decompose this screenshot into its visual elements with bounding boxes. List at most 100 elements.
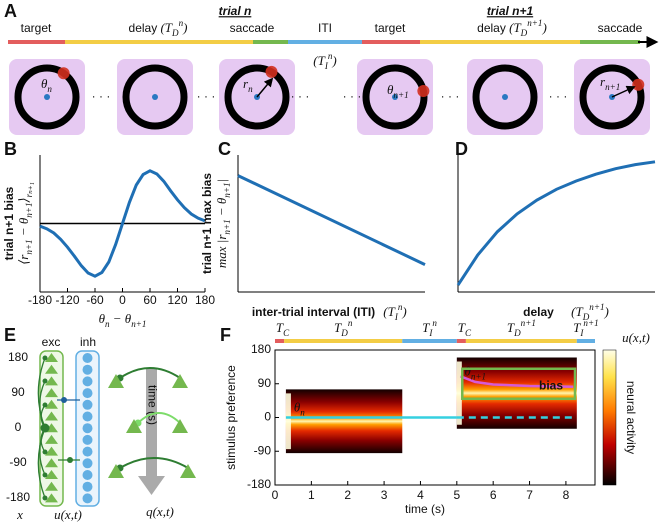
math-label: ⟨rn+1 − θn+1⟩rₙ₊₁ bbox=[16, 182, 34, 265]
x-tick-label: 7 bbox=[526, 488, 533, 502]
math-sup: n bbox=[179, 18, 184, 28]
center-dot bbox=[392, 94, 398, 100]
synapse bbox=[42, 495, 48, 501]
x-tick-label: 120 bbox=[167, 293, 187, 307]
math-sub: C bbox=[465, 328, 472, 338]
math-sup: n bbox=[432, 318, 437, 328]
synapse bbox=[40, 423, 50, 433]
time-label: time (s) bbox=[145, 385, 159, 425]
target-dot bbox=[632, 78, 645, 91]
neuron-tri bbox=[126, 419, 142, 433]
math-sub: n+1 bbox=[393, 90, 408, 100]
neuron-tri bbox=[108, 374, 124, 388]
math-base: θ bbox=[294, 399, 301, 414]
exc-connection bbox=[37, 427, 46, 499]
math-base: r bbox=[600, 74, 606, 89]
synapse bbox=[42, 449, 48, 455]
math-sub: I bbox=[324, 61, 329, 71]
bump-arc bbox=[119, 457, 189, 469]
exc-neuron bbox=[45, 470, 58, 479]
inh-neuron bbox=[82, 434, 93, 445]
exc-label: exc bbox=[42, 335, 61, 349]
math-base: (T bbox=[157, 20, 173, 35]
math-sup: n bbox=[348, 318, 353, 328]
math-sup: n+1 bbox=[527, 18, 542, 28]
timeline-segment bbox=[288, 40, 362, 44]
time-arrow-head bbox=[138, 476, 165, 495]
exc-neuron bbox=[45, 493, 58, 503]
math-base: − θ bbox=[16, 217, 31, 239]
inh-neuron bbox=[82, 376, 93, 387]
segment-label: ITI bbox=[318, 21, 332, 35]
timeline-segment bbox=[576, 339, 595, 343]
math-sub: n bbox=[248, 84, 253, 94]
segment-label: saccade bbox=[230, 21, 275, 35]
segment-math: (TDn+1) bbox=[506, 18, 547, 38]
inh-neuron bbox=[82, 481, 93, 492]
math-sub: n+1 bbox=[222, 219, 232, 234]
segment-name: delay bbox=[477, 21, 506, 35]
ellipsis: · · · bbox=[343, 89, 362, 103]
response-arrow bbox=[611, 85, 636, 98]
exc-neuron bbox=[45, 399, 58, 409]
synapse bbox=[61, 397, 67, 403]
colorbar-label: neural activity bbox=[624, 381, 638, 454]
ring bbox=[224, 64, 290, 130]
math-base: T bbox=[507, 320, 515, 335]
math-sub: n+1 bbox=[24, 202, 34, 217]
math-label: rn bbox=[243, 76, 253, 94]
math-sup: n+1 bbox=[521, 318, 536, 328]
segment-name: delay bbox=[129, 21, 158, 35]
math-base: T bbox=[276, 320, 284, 335]
math-base: ) bbox=[401, 304, 406, 319]
stimulus-flash bbox=[456, 361, 462, 425]
math-sub: rₙ₊₁ bbox=[24, 182, 34, 197]
ellipsis: · · · bbox=[549, 89, 568, 103]
synapse bbox=[67, 457, 73, 463]
math-sub: D bbox=[582, 312, 590, 322]
data-line bbox=[456, 160, 656, 286]
exc-neuron bbox=[45, 458, 58, 468]
panel-label: E bbox=[4, 325, 16, 345]
math-label: θn bbox=[294, 399, 305, 417]
x-tick-label: 8 bbox=[563, 488, 570, 502]
math-label: (TDn+1) bbox=[571, 302, 609, 322]
timeline-segment bbox=[8, 40, 65, 44]
math-base: T bbox=[458, 320, 466, 335]
theta-n1-curve bbox=[460, 375, 574, 389]
exc-neuron bbox=[45, 353, 58, 362]
math-base: ) bbox=[541, 20, 546, 35]
panel-label: A bbox=[4, 1, 17, 21]
x-label: delay bbox=[523, 305, 554, 319]
math-label: TIn+1 bbox=[573, 318, 599, 338]
y-tick-label: 0 bbox=[15, 420, 22, 434]
x-tick-label: -60 bbox=[86, 293, 104, 307]
math-base: ⟨r bbox=[16, 254, 31, 265]
ring bbox=[362, 64, 428, 130]
math-sub: n+1 bbox=[222, 182, 232, 197]
neuron-tri bbox=[108, 464, 124, 478]
y-tick-label: -90 bbox=[9, 455, 27, 469]
y-tick-label: -180 bbox=[6, 490, 30, 504]
data-line bbox=[39, 169, 206, 278]
math-sub: n+1 bbox=[131, 319, 146, 329]
center-dot bbox=[44, 94, 50, 100]
synapse bbox=[42, 402, 48, 408]
exc-neuron bbox=[45, 376, 58, 386]
math-label: (TIn) bbox=[383, 302, 406, 322]
math-sub: C bbox=[283, 328, 290, 338]
heatmap bbox=[285, 357, 577, 454]
math-base: u(x,t) bbox=[622, 330, 650, 345]
panel-label: C bbox=[218, 139, 231, 159]
x-tick-label: 2 bbox=[344, 488, 351, 502]
segment-label: target bbox=[21, 21, 52, 35]
bump-arc bbox=[119, 367, 181, 379]
inh-neuron bbox=[82, 388, 93, 399]
math-sub: n+1 bbox=[24, 239, 34, 254]
ellipsis: · · · bbox=[441, 89, 460, 103]
ring bbox=[14, 64, 80, 130]
timeline-segment bbox=[362, 40, 420, 44]
math-base: ⟩ bbox=[16, 197, 31, 203]
